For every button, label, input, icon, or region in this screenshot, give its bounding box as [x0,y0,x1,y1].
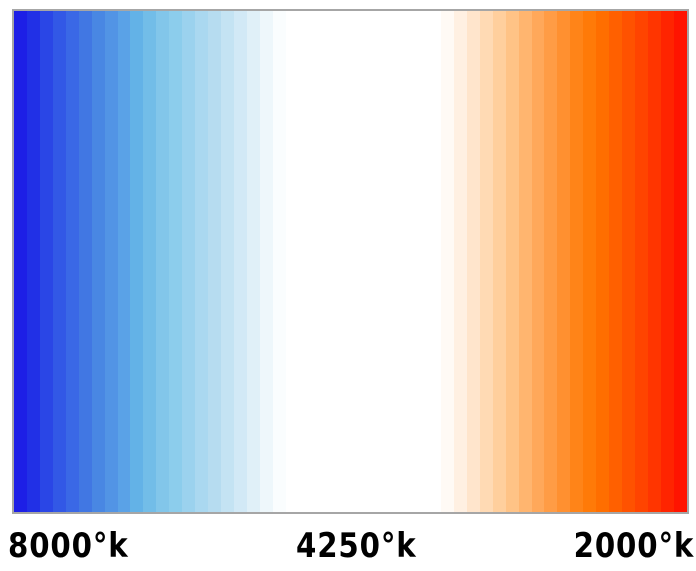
gradient-stripe [104,11,118,512]
gradient-stripe [492,11,506,512]
gradient-stripe [583,11,597,512]
gradient-stripe [337,11,351,512]
gradient-stripe [143,11,157,512]
gradient-stripe [453,11,467,512]
gradient-stripe [570,11,584,512]
gradient-stripe [415,11,428,512]
label-2000k: 2000°k [573,526,694,566]
gradient-stripe [350,11,364,512]
label-4250k: 4250°k [296,526,417,566]
gradient-stripe [39,11,53,512]
gradient-stripe [647,11,661,512]
gradient-stripe [660,11,674,512]
gradient-stripe [182,11,196,512]
gradient-stripe [221,11,234,512]
gradient-stripe [518,11,532,512]
gradient-stripe [65,11,79,512]
gradient-stripe [609,11,623,512]
gradient-stripe [311,11,325,512]
gradient-stripe [156,11,170,512]
gradient-stripe [259,11,273,512]
gradient-stripe [272,11,286,512]
gradient-stripe [440,11,454,512]
gradient-stripes [14,11,687,512]
gradient-stripe [298,11,312,512]
gradient-stripe [479,11,493,512]
gradient-stripe [544,11,558,512]
gradient-stripe [596,11,610,512]
gradient-stripe [376,11,390,512]
gradient-stripe [285,11,299,512]
gradient-stripe [14,11,27,512]
label-8000k: 8000°k [8,526,129,566]
gradient-stripe [52,11,66,512]
gradient-stripe [324,11,338,512]
gradient-stripe [26,11,40,512]
gradient-stripe [91,11,105,512]
temperature-labels: 8000°k 4250°k 2000°k [0,526,696,566]
gradient-stripe [402,11,416,512]
gradient-stripe [130,11,144,512]
gradient-stripe [389,11,403,512]
gradient-stripe [169,11,183,512]
gradient-stripe [531,11,545,512]
gradient-stripe [505,11,519,512]
color-gradient-panel [12,9,689,514]
gradient-stripe [233,11,247,512]
gradient-stripe [363,11,377,512]
gradient-stripe [208,11,221,512]
gradient-stripe [466,11,480,512]
gradient-stripe [117,11,131,512]
gradient-stripe [195,11,209,512]
gradient-stripe [246,11,260,512]
gradient-stripe [557,11,571,512]
gradient-stripe [622,11,635,512]
gradient-stripe [673,11,687,512]
gradient-stripe [428,11,441,512]
gradient-stripe [635,11,648,512]
gradient-stripe [78,11,92,512]
